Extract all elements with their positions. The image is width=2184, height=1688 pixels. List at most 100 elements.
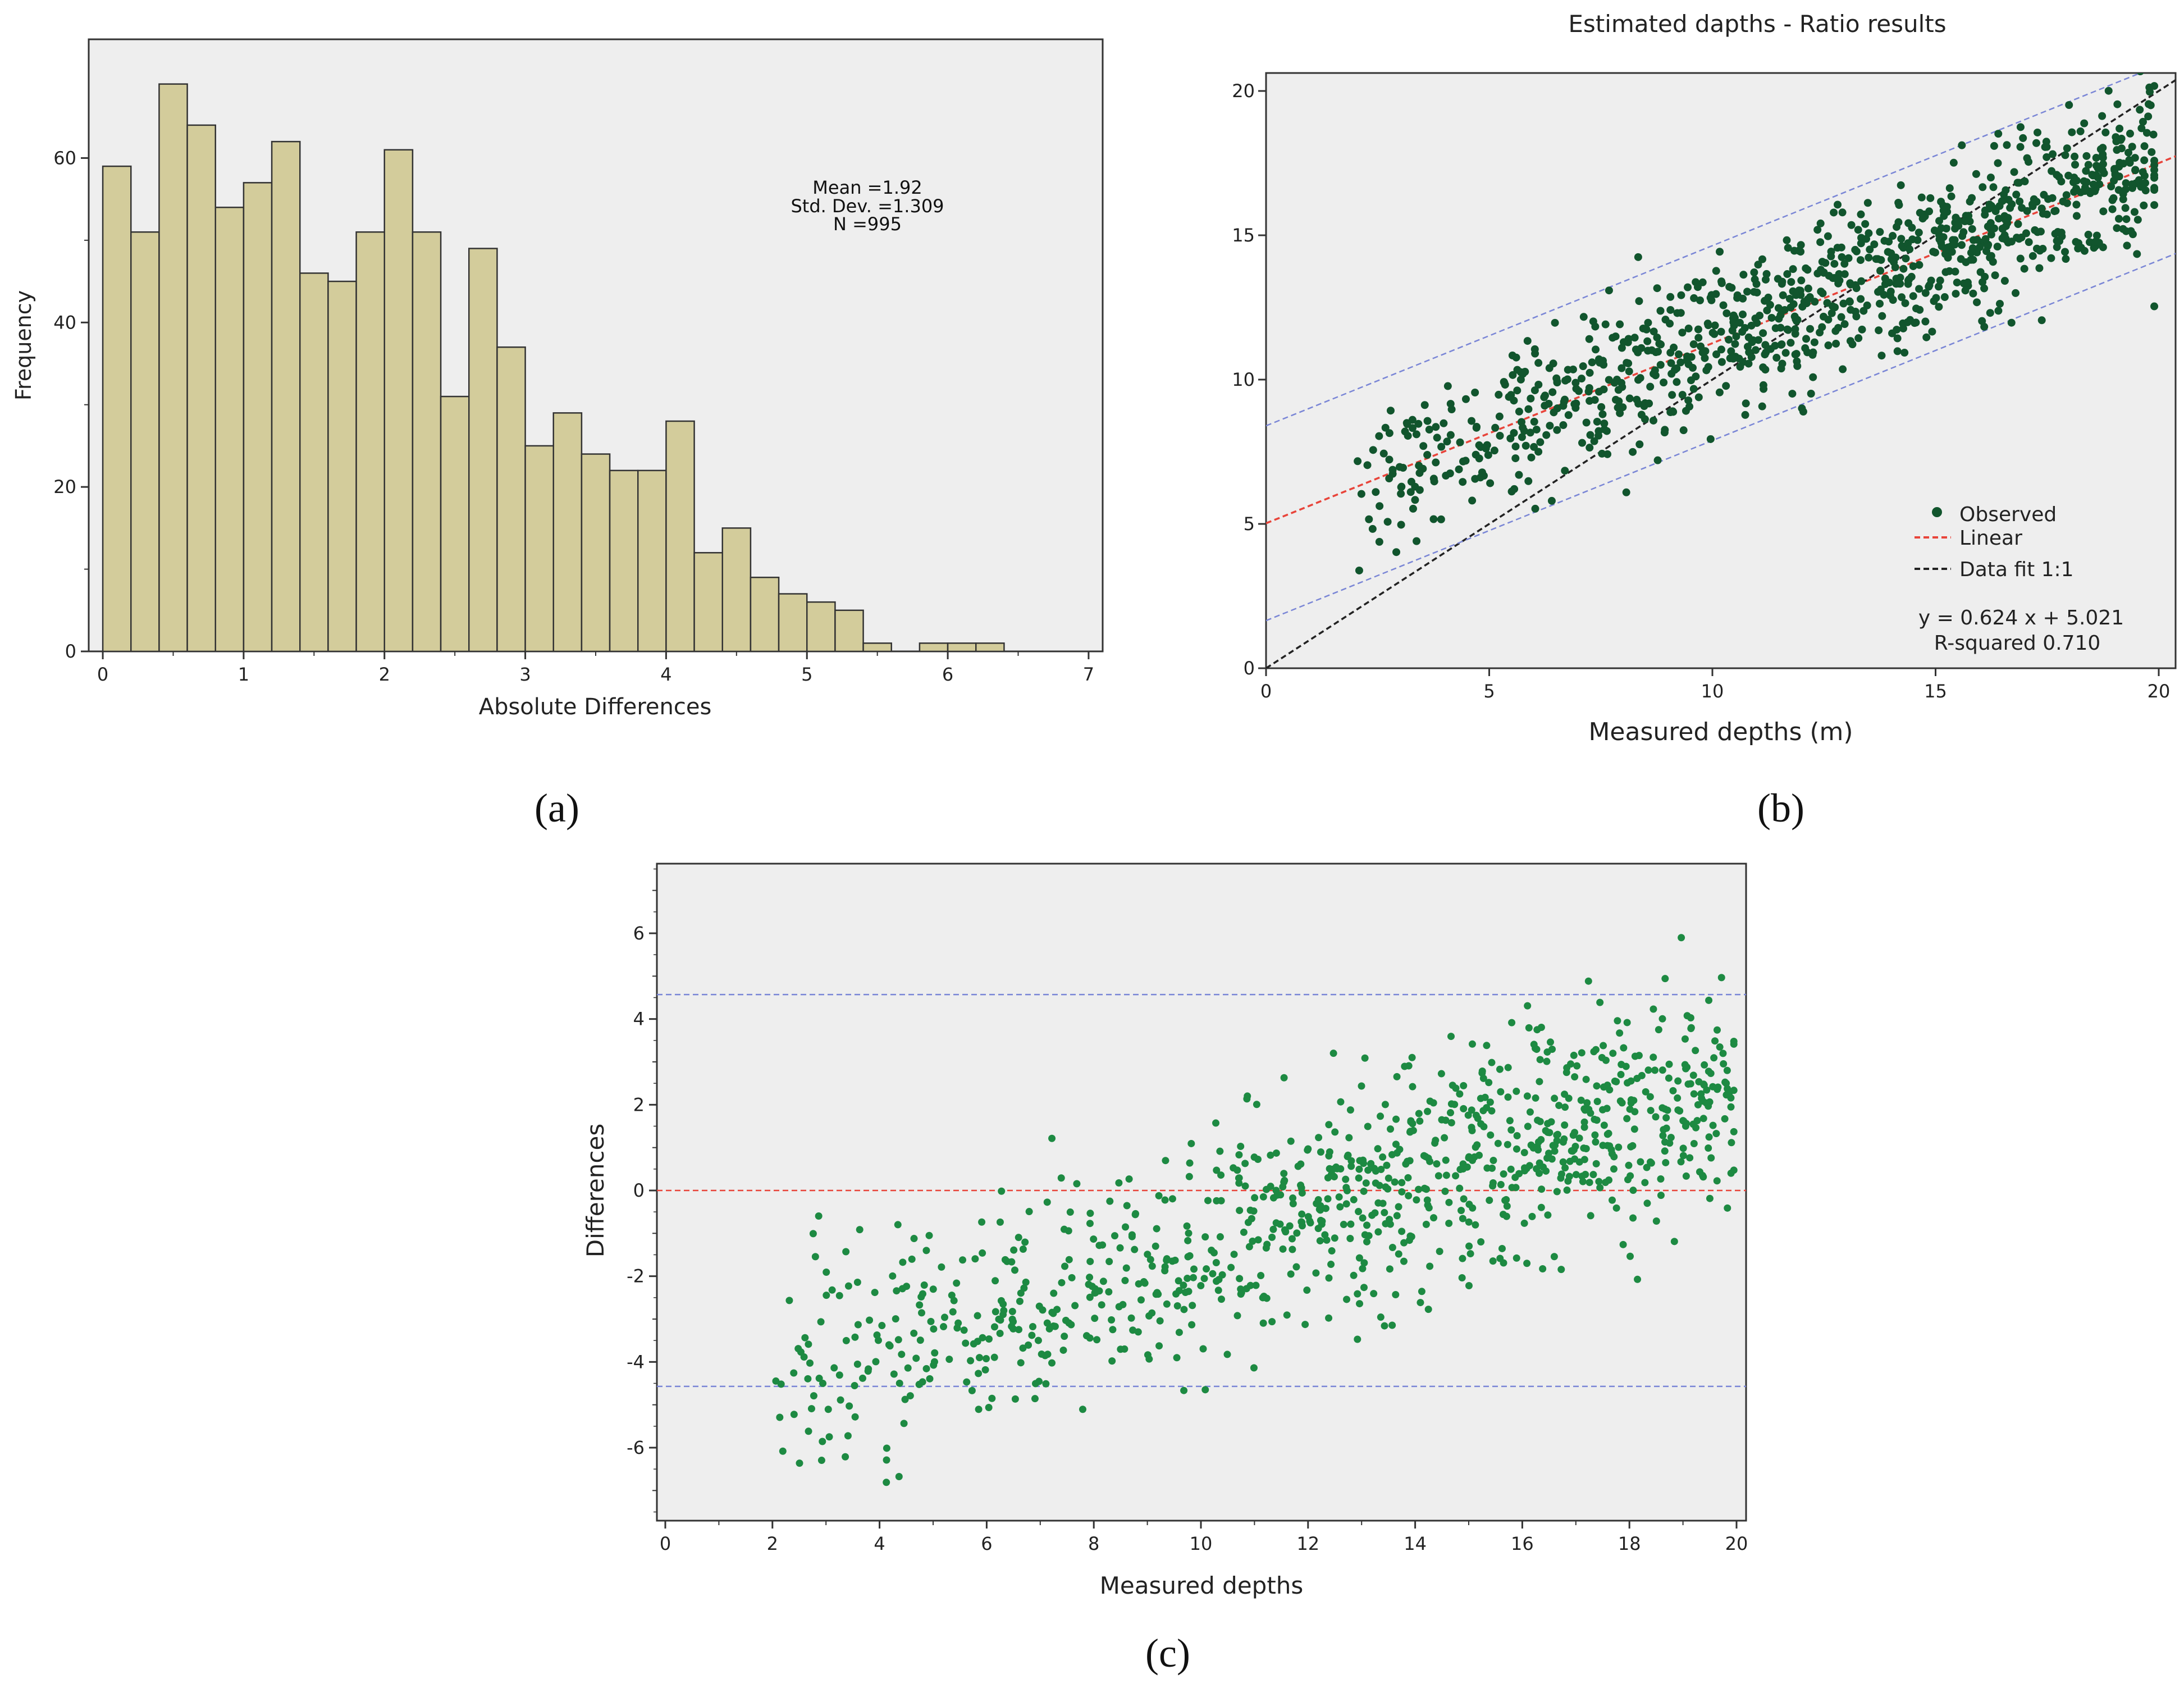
difference-point (925, 1231, 933, 1239)
observed-point (1925, 282, 1933, 291)
difference-point (1344, 1151, 1352, 1159)
difference-point (1442, 1171, 1450, 1179)
observed-point (1614, 386, 1623, 394)
difference-point (1550, 1253, 1558, 1261)
difference-point (1658, 1104, 1666, 1112)
difference-point (1674, 1077, 1682, 1085)
difference-point (1345, 1134, 1353, 1142)
histogram-bar (947, 642, 977, 653)
difference-point (1028, 1331, 1036, 1339)
difference-point (1066, 1208, 1074, 1216)
difference-point (1713, 1177, 1721, 1185)
difference-point (1086, 1257, 1094, 1265)
difference-point (1184, 1275, 1191, 1283)
difference-point (1038, 1350, 1045, 1358)
observed-point (1961, 217, 1969, 225)
difference-point (1048, 1359, 1056, 1367)
histogram-bar (355, 231, 385, 653)
observed-point (1793, 362, 1802, 370)
observed-point (1972, 170, 1980, 178)
observed-point (1719, 301, 1728, 309)
difference-point (1025, 1341, 1032, 1349)
observed-point (1429, 515, 1438, 523)
difference-point (1131, 1211, 1139, 1219)
observed-point (1789, 265, 1797, 273)
observed-point (1980, 284, 1989, 293)
observed-point (1950, 240, 1959, 249)
observed-point (2123, 241, 2131, 250)
observed-point (1715, 388, 1724, 396)
observed-point (2150, 186, 2159, 194)
observed-point (1673, 378, 1681, 386)
difference-point (1173, 1354, 1181, 1362)
observed-point (1675, 350, 1683, 359)
difference-point (1537, 1136, 1545, 1144)
difference-point (1592, 1138, 1600, 1146)
observed-point (2007, 318, 2016, 327)
difference-point (1279, 1183, 1287, 1191)
difference-point (1280, 1074, 1288, 1082)
difference-point (916, 1336, 924, 1344)
difference-point (866, 1316, 874, 1324)
difference-point (800, 1353, 808, 1361)
difference-point (1360, 1284, 1368, 1292)
observed-point (1618, 364, 1626, 372)
difference-point (807, 1405, 815, 1413)
difference-point (894, 1336, 902, 1344)
histogram-bar (383, 149, 414, 653)
observed-point (1590, 437, 1598, 445)
difference-point (1642, 1088, 1650, 1096)
difference-point (1570, 1051, 1578, 1059)
observed-point (2135, 176, 2143, 184)
y-tick-label: 0 (65, 641, 76, 662)
observed-point (1991, 271, 1999, 280)
observed-point (2016, 143, 2025, 151)
difference-point (835, 1371, 843, 1379)
observed-point (1854, 334, 1863, 343)
observed-point (1511, 442, 1520, 451)
difference-point (1368, 1211, 1376, 1219)
observed-point (1839, 365, 1847, 373)
observed-point (1906, 245, 1914, 253)
difference-point (1365, 1232, 1373, 1240)
difference-point (1657, 1175, 1665, 1183)
difference-point (1155, 1342, 1163, 1350)
difference-point (1145, 1355, 1153, 1363)
difference-point (985, 1335, 993, 1343)
x-tick-label: 6 (981, 1533, 992, 1554)
difference-point (1504, 1093, 1512, 1101)
difference-point (1460, 1195, 1468, 1203)
regression-chart: Estimated dapths - Ratio results 0 5 10 15 2… (1232, 10, 2177, 746)
observed-point (1513, 366, 1522, 374)
observed-point (1790, 247, 1798, 255)
difference-point (1686, 1154, 1694, 1162)
difference-point (1183, 1222, 1191, 1230)
difference-point (1534, 1116, 1542, 1124)
difference-point (1587, 1212, 1594, 1220)
observed-point (1761, 341, 1770, 349)
observed-point (1611, 395, 1620, 404)
observed-point (2150, 82, 2159, 90)
observed-point (1929, 248, 1938, 256)
observed-point (1443, 382, 1452, 390)
observed-point (1743, 343, 1752, 351)
histogram-bar (496, 346, 526, 653)
observed-point (1982, 247, 1991, 256)
observed-point (1526, 428, 1534, 437)
difference-point (899, 1258, 907, 1266)
observed-point (1744, 333, 1753, 341)
observed-point (2072, 212, 2081, 220)
observed-point (1898, 293, 1906, 302)
difference-point (1501, 1197, 1509, 1205)
observed-point (2126, 129, 2134, 138)
difference-point (1618, 1099, 1626, 1107)
observed-point (2071, 152, 2079, 161)
observed-point (2113, 100, 2122, 108)
observed-point (1553, 426, 1561, 434)
regression-equation: y = 0.624 x + 5.021 (1918, 606, 2124, 629)
difference-point (941, 1313, 949, 1321)
difference-point (1528, 1212, 1536, 1220)
difference-point (1682, 1172, 1690, 1180)
difference-point (1713, 1026, 1721, 1034)
observed-point (1644, 318, 1652, 327)
